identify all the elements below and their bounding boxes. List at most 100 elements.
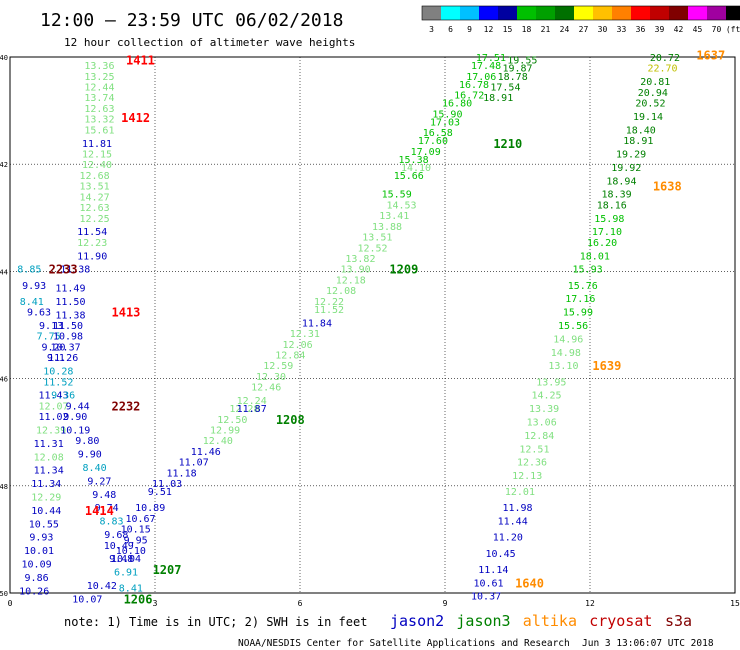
swh-value-label: 11.98 (502, 503, 532, 514)
colorbar-swatch (688, 6, 707, 20)
swh-value-label: 11.34 (34, 466, 64, 477)
y-tick-label: -50 (0, 590, 8, 598)
swh-value-label: 13.88 (372, 222, 402, 233)
swh-value-label: 9.48 (92, 490, 116, 501)
swh-value-label: 10.49 (104, 541, 134, 552)
pass-time-label: 1208 (276, 413, 305, 427)
swh-value-label: 10.42 (87, 581, 117, 592)
colorbar-label: 36 (636, 25, 646, 34)
swh-value-label: 12.28 (229, 404, 259, 415)
swh-value-label: 10.61 (473, 578, 503, 589)
swh-value-label: 11.87 (237, 404, 267, 415)
swh-value-label: 8.85 (17, 265, 41, 276)
swh-value-label: 12.30 (256, 372, 286, 383)
colorbar-swatch (726, 6, 740, 20)
colorbar-frame (421, 5, 740, 21)
colorbar-swatch (669, 6, 688, 20)
pass-time-label: 1411 (126, 54, 155, 68)
colorbar-swatch (707, 6, 726, 20)
swh-value-label: 12.29 (31, 493, 61, 504)
swh-value-label: 11.18 (167, 468, 197, 479)
pass-time-label: 1206 (124, 592, 153, 606)
swh-value-label: 12.84 (275, 350, 305, 361)
swh-value-label: 15.61 (84, 125, 114, 136)
swh-value-label: 15.56 (558, 321, 588, 332)
colorbar-swatch (517, 6, 536, 20)
swh-value-label: 9.90 (78, 450, 102, 461)
swh-value-label: 14.96 (553, 334, 583, 345)
swh-value-label: 18.91 (483, 93, 513, 104)
swh-value-label: 13.90 (341, 265, 371, 276)
swh-value-label: 11.50 (53, 321, 83, 332)
pass-time-label: 1413 (112, 306, 141, 320)
swh-value-label: 11.20 (493, 533, 523, 544)
x-tick-label: 9 (443, 599, 448, 608)
swh-value-label: 18.78 (498, 72, 528, 83)
swh-value-label: 15.99 (563, 308, 593, 319)
pass-time-label: 1207 (153, 563, 182, 577)
swh-value-label: 10.45 (486, 549, 516, 560)
colorbar-label: (ft) (726, 25, 740, 34)
swh-value-label: 12.08 (34, 452, 64, 463)
swh-value-label: 15.66 (394, 171, 424, 182)
swh-value-label: 12.99 (210, 426, 240, 437)
swh-value-label: 18.16 (597, 200, 627, 211)
swh-value-label: 20.81 (640, 77, 670, 88)
colorbar-label: 21 (541, 25, 551, 34)
colorbar-label: 12 (484, 25, 494, 34)
swh-value-label: 6.91 (114, 568, 138, 579)
swh-value-label: 10.10 (116, 546, 146, 557)
colorbar-swatch (593, 6, 612, 20)
swh-value-label: 9.80 (75, 436, 99, 447)
swh-value-label: 12.15 (82, 149, 112, 160)
swh-value-label: 12.59 (263, 361, 293, 372)
colorbar-label: 24 (560, 25, 570, 34)
swh-value-label: 14.98 (551, 348, 581, 359)
swh-value-label: 17.48 (471, 61, 501, 72)
colorbar-label: 42 (674, 25, 684, 34)
swh-value-label: 14.25 (531, 391, 561, 402)
swh-value-label: 12.50 (217, 415, 247, 426)
swh-value-label: 8.41 (119, 584, 143, 595)
swh-value-label: 20.94 (638, 88, 668, 99)
pass-time-label: 1640 (515, 576, 544, 590)
colorbar-swatch (612, 6, 631, 20)
swh-value-label: 8.41 (20, 297, 44, 308)
pass-time-label: 1414 (85, 504, 114, 518)
swh-value-label: 13.06 (527, 417, 557, 428)
swh-value-label: 9.1 (47, 353, 65, 364)
timestamp-text: Jun 3 13:06:07 UTC 2018 (582, 638, 714, 649)
pass-time-label: 2233 (49, 263, 78, 277)
colorbar-label: 27 (579, 25, 589, 34)
swh-value-label: 18.94 (606, 176, 636, 187)
swh-value-label: 11.49 (55, 283, 85, 294)
swh-value-label: 15.90 (432, 109, 462, 120)
swh-value-label: 12.63 (80, 203, 110, 214)
y-tick-label: -42 (0, 161, 8, 169)
swh-value-label: 11.34 (31, 479, 61, 490)
swh-value-label: 17.09 (411, 147, 441, 158)
swh-value-label: 18.01 (580, 251, 610, 262)
swh-value-label: 12.25 (80, 214, 110, 225)
swh-value-label: 13.36 (84, 61, 114, 72)
legend-altika: altika (523, 612, 577, 630)
swh-value-label: 10.67 (125, 514, 155, 525)
swh-value-label: 11.43 (38, 391, 68, 402)
swh-value-label: 12.84 (524, 431, 554, 442)
swh-value-label: 13.39 (529, 404, 559, 415)
pass-time-label: 1209 (389, 263, 418, 277)
swh-value-label: 14.10 (401, 163, 431, 174)
y-tick-label: -48 (0, 483, 8, 491)
footnote: note: 1) Time is in UTC; 2) SWH is in fe… (64, 615, 367, 629)
colorbar-label: 9 (467, 25, 472, 34)
x-tick-label: 15 (730, 599, 740, 608)
swh-value-label: 14.27 (80, 192, 110, 203)
legend-jason2: jason2 (390, 612, 444, 630)
swh-value-label: 12.68 (80, 171, 110, 182)
y-tick-label: -46 (0, 376, 8, 384)
swh-value-label: 12.63 (84, 104, 114, 115)
swh-value-label: 11.52 (314, 305, 344, 316)
swh-value-label: 16.78 (459, 80, 489, 91)
